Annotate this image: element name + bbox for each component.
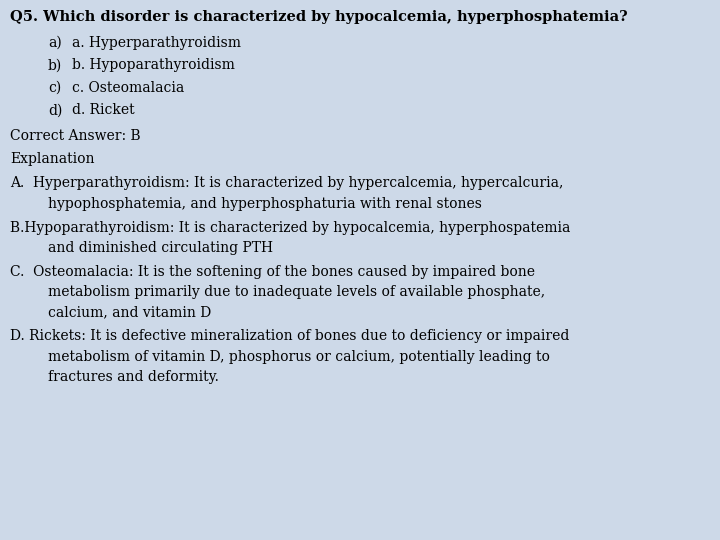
Text: hypophosphatemia, and hyperphosphaturia with renal stones: hypophosphatemia, and hyperphosphaturia … xyxy=(48,197,482,211)
Text: c): c) xyxy=(48,81,61,95)
Text: fractures and deformity.: fractures and deformity. xyxy=(48,370,219,384)
Text: c. Osteomalacia: c. Osteomalacia xyxy=(72,81,184,95)
Text: metabolism of vitamin D, phosphorus or calcium, potentially leading to: metabolism of vitamin D, phosphorus or c… xyxy=(48,350,550,364)
Text: Explanation: Explanation xyxy=(10,152,94,166)
Text: C.  Osteomalacia: It is the softening of the bones caused by impaired bone: C. Osteomalacia: It is the softening of … xyxy=(10,265,535,279)
Text: metabolism primarily due to inadequate levels of available phosphate,: metabolism primarily due to inadequate l… xyxy=(48,285,545,299)
Text: Correct Answer: B: Correct Answer: B xyxy=(10,129,140,143)
Text: a. Hyperparathyroidism: a. Hyperparathyroidism xyxy=(72,36,241,50)
Text: A.  Hyperparathyroidism: It is characterized by hypercalcemia, hypercalcuria,: A. Hyperparathyroidism: It is characteri… xyxy=(10,177,563,191)
Text: and diminished circulating PTH: and diminished circulating PTH xyxy=(48,241,273,255)
Text: Q5. Which disorder is characterized by hypocalcemia, hyperphosphatemia?: Q5. Which disorder is characterized by h… xyxy=(10,10,628,24)
Text: d): d) xyxy=(48,103,63,117)
Text: B.Hypoparathyroidism: It is characterized by hypocalcemia, hyperphospatemia: B.Hypoparathyroidism: It is characterize… xyxy=(10,221,570,234)
Text: b. Hypoparathyroidism: b. Hypoparathyroidism xyxy=(72,58,235,72)
Text: D. Rickets: It is defective mineralization of bones due to deficiency or impaire: D. Rickets: It is defective mineralizati… xyxy=(10,329,570,343)
Text: d. Ricket: d. Ricket xyxy=(72,103,135,117)
Text: calcium, and vitamin D: calcium, and vitamin D xyxy=(48,306,211,320)
Text: b): b) xyxy=(48,58,62,72)
Text: a): a) xyxy=(48,36,62,50)
